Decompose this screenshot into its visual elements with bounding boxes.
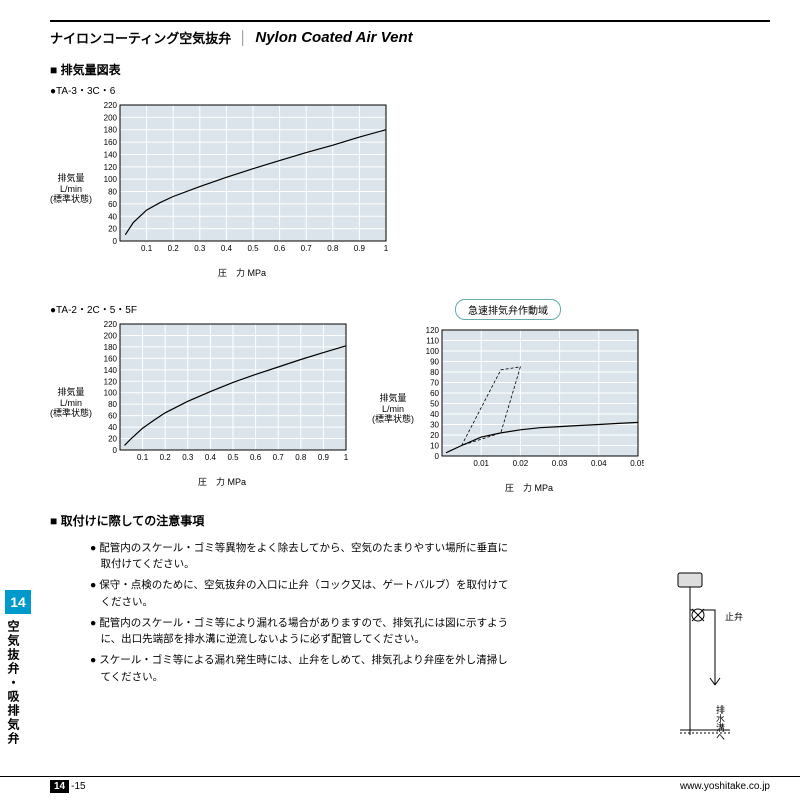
svg-text:80: 80 [430,368,439,377]
svg-text:120: 120 [104,163,118,172]
svg-text:60: 60 [430,389,439,398]
svg-text:0.4: 0.4 [221,244,233,253]
svg-text:0.3: 0.3 [182,453,194,462]
svg-text:160: 160 [104,354,118,363]
svg-text:止弁: 止弁 [725,611,743,622]
svg-text:0.3: 0.3 [194,244,206,253]
svg-text:1: 1 [384,244,389,253]
svg-text:0.2: 0.2 [168,244,180,253]
svg-text:10: 10 [430,442,439,451]
svg-text:80: 80 [108,188,117,197]
chart-a-sub: ●TA-3・3C・6 [50,82,770,97]
svg-text:0.5: 0.5 [247,244,259,253]
svg-text:0: 0 [113,237,118,246]
chart-a-xlabel: 圧 力 MPa [92,266,392,279]
svg-text:0.6: 0.6 [250,453,262,462]
svg-text:0.03: 0.03 [552,459,568,468]
side-num: 14 [5,590,31,614]
chart-c: 0.01 0.02 0.03 0.04 0.05 10 2030 4050 6070 8090 10… [414,324,644,479]
svg-text:90: 90 [430,358,439,367]
side-text: 空気抜弁・吸排気弁 [5,614,22,746]
svg-text:0.7: 0.7 [301,244,313,253]
install-diagram: 止弁 排水溝へ [620,565,760,750]
svg-text:50: 50 [430,400,439,409]
svg-text:220: 220 [104,320,118,329]
svg-text:40: 40 [108,423,117,432]
side-tab: 14 空気抜弁・吸排気弁 [5,590,31,746]
svg-text:0.6: 0.6 [274,244,286,253]
note-item: ● 配管内のスケール・ゴミ等により漏れる場合がありますので、排気孔には図に示すよ… [90,615,510,649]
svg-text:0.1: 0.1 [137,453,149,462]
svg-text:20: 20 [108,225,117,234]
footer-url: www.yoshitake.co.jp [680,781,770,792]
svg-text:20: 20 [108,435,117,444]
svg-text:0.5: 0.5 [227,453,239,462]
chart-c-pill: 急速排気弁作動域 [455,299,561,320]
notes-list: ● 配管内のスケール・ゴミ等異物をよく除去してから、空気のたまりやすい場所に垂直… [50,540,510,686]
chart-b-xlabel: 圧 力 MPa [92,475,352,488]
svg-text:0.04: 0.04 [591,459,607,468]
svg-text:100: 100 [104,175,118,184]
chart-b-ylabel: 排気量L/min(標準状態) [50,387,92,419]
svg-text:180: 180 [104,343,118,352]
note-item: ● 配管内のスケール・ゴミ等異物をよく除去してから、空気のたまりやすい場所に垂直… [90,540,510,574]
svg-text:180: 180 [104,126,118,135]
chart-c-ylabel: 排気量L/min(標準状態) [372,393,414,425]
svg-text:0: 0 [113,446,118,455]
svg-text:120: 120 [426,326,440,335]
svg-text:80: 80 [108,400,117,409]
page-number: 14-15 [50,781,86,792]
chart-a: 0.10.20.30.40.50.60.70.80.91204060801001… [92,99,392,264]
svg-text:0.01: 0.01 [473,459,489,468]
svg-text:0.9: 0.9 [318,453,330,462]
header-en: Nylon Coated Air Vent [255,29,412,46]
footer: 14-15 www.yoshitake.co.jp [0,776,800,792]
chart-c-xlabel: 圧 力 MPa [414,481,644,494]
svg-text:30: 30 [430,421,439,430]
svg-text:200: 200 [104,331,118,340]
svg-text:0.7: 0.7 [273,453,285,462]
svg-text:40: 40 [108,212,117,221]
chart-a-ylabel: 排気量L/min(標準状態) [50,173,92,205]
svg-text:0.8: 0.8 [295,453,307,462]
svg-text:0.9: 0.9 [354,244,366,253]
notes-title: ■ 取付けに際しての注意事項 [50,512,770,529]
svg-text:160: 160 [104,138,118,147]
svg-text:0.4: 0.4 [205,453,217,462]
svg-text:200: 200 [104,113,118,122]
svg-text:60: 60 [108,412,117,421]
svg-text:0.02: 0.02 [513,459,529,468]
svg-text:排水溝へ: 排水溝へ [715,704,725,741]
header-jp: ナイロンコーティング空気抜弁 [50,28,231,47]
section-title: ■ 排気量図表 [50,61,770,78]
svg-text:0: 0 [435,452,440,461]
svg-text:0.1: 0.1 [141,244,153,253]
svg-text:110: 110 [426,337,439,346]
chart-b-sub: ●TA-2・2C・5・5F [50,301,352,316]
chart-b: 0.10.20.30.40.50.60.70.80.91204060801001… [92,318,352,473]
svg-text:70: 70 [430,379,439,388]
page-header: ナイロンコーティング空気抜弁 │ Nylon Coated Air Vent [50,20,770,47]
svg-text:40: 40 [430,410,439,419]
svg-text:0.8: 0.8 [327,244,339,253]
svg-text:0.2: 0.2 [160,453,172,462]
svg-text:120: 120 [104,377,118,386]
svg-text:140: 140 [104,150,118,159]
svg-text:60: 60 [108,200,117,209]
svg-text:100: 100 [426,347,440,356]
note-item: ● 保守・点検のために、空気抜弁の入口に止弁（コック又は、ゲートバルブ）を取付け… [90,577,510,611]
svg-text:0.05: 0.05 [630,459,644,468]
svg-text:100: 100 [104,389,118,398]
svg-text:140: 140 [104,366,118,375]
note-item: ● スケール・ゴミ等による漏れ発生時には、止弁をしめて、排気孔より弁座を外し清掃… [90,652,510,686]
svg-text:220: 220 [104,101,118,110]
svg-text:1: 1 [344,453,349,462]
svg-text:20: 20 [430,431,439,440]
